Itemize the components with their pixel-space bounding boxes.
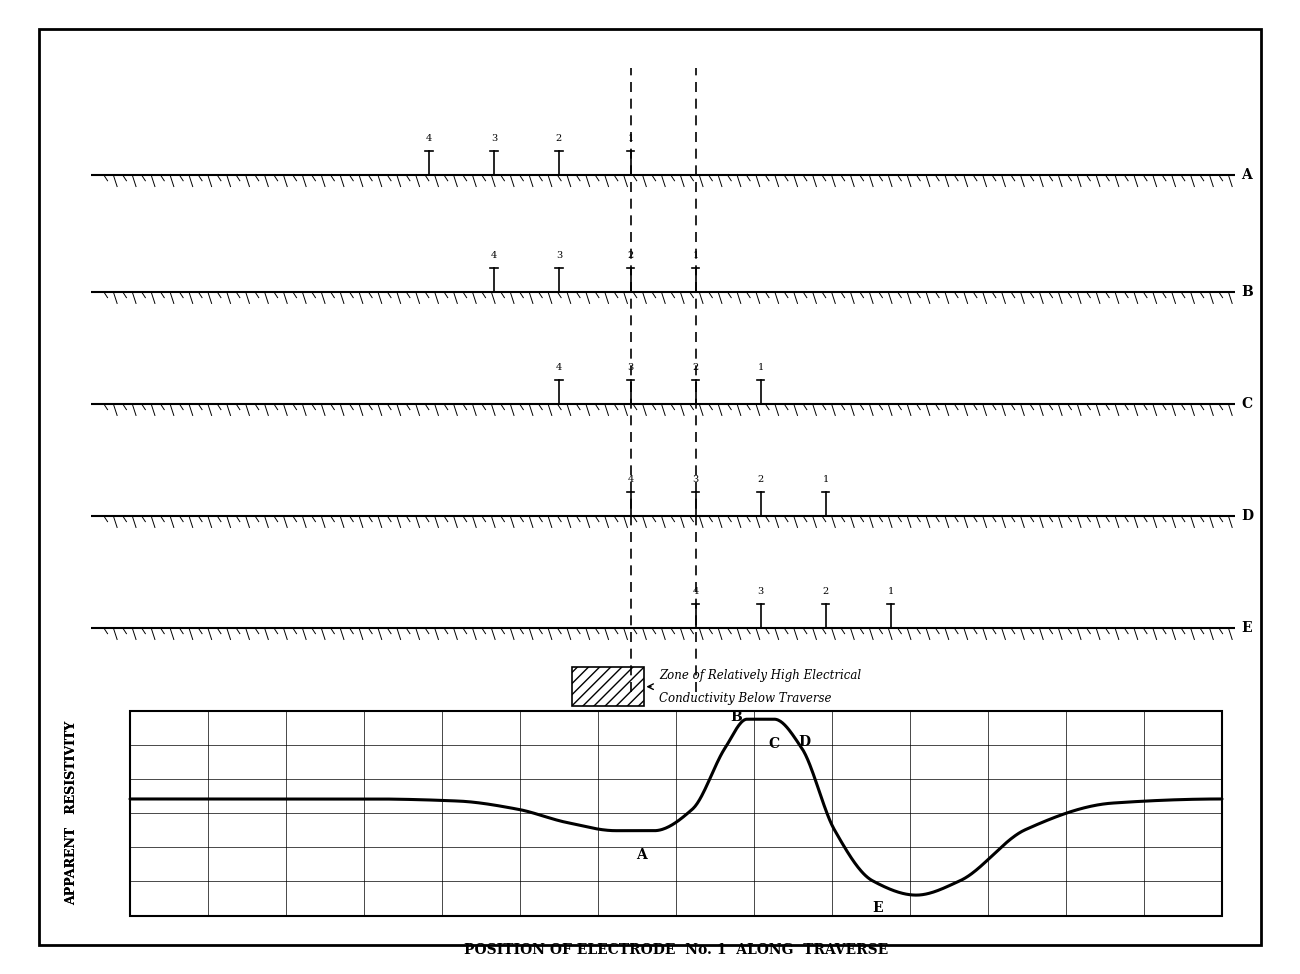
Text: C: C bbox=[768, 736, 780, 751]
Text: 1: 1 bbox=[758, 363, 763, 372]
Text: B: B bbox=[731, 710, 742, 725]
Bar bbox=[572, 667, 644, 706]
Text: A: A bbox=[1242, 169, 1252, 182]
Text: 2: 2 bbox=[628, 251, 633, 260]
Text: 2: 2 bbox=[758, 475, 763, 484]
Text: 3: 3 bbox=[491, 134, 497, 143]
Text: 4: 4 bbox=[628, 475, 633, 484]
Text: D: D bbox=[798, 734, 811, 749]
Text: 3: 3 bbox=[628, 363, 633, 372]
Text: 1: 1 bbox=[693, 251, 698, 260]
Text: Conductivity Below Traverse: Conductivity Below Traverse bbox=[659, 692, 832, 704]
Text: POSITION OF ELECTRODE  No. 1  ALONG  TRAVERSE: POSITION OF ELECTRODE No. 1 ALONG TRAVER… bbox=[464, 943, 888, 956]
Text: 3: 3 bbox=[758, 587, 763, 596]
Text: 2: 2 bbox=[693, 363, 698, 372]
Text: 3: 3 bbox=[693, 475, 698, 484]
Text: B: B bbox=[1242, 285, 1253, 299]
Text: D: D bbox=[1242, 509, 1253, 523]
Text: 1: 1 bbox=[823, 475, 828, 484]
Text: 4: 4 bbox=[693, 587, 698, 596]
Text: 3: 3 bbox=[556, 251, 562, 260]
FancyBboxPatch shape bbox=[39, 29, 1261, 945]
Text: 4: 4 bbox=[556, 363, 562, 372]
Text: A: A bbox=[636, 848, 646, 862]
Text: 1: 1 bbox=[628, 134, 633, 143]
Text: APPARENT   RESISTIVITY: APPARENT RESISTIVITY bbox=[65, 721, 78, 906]
Text: Zone of Relatively High Electrical: Zone of Relatively High Electrical bbox=[659, 669, 861, 682]
Text: E: E bbox=[872, 901, 883, 916]
Text: 1: 1 bbox=[888, 587, 893, 596]
Text: 2: 2 bbox=[823, 587, 828, 596]
Text: 4: 4 bbox=[426, 134, 432, 143]
Text: 2: 2 bbox=[556, 134, 562, 143]
Text: C: C bbox=[1242, 397, 1253, 411]
Bar bbox=[130, 711, 1222, 916]
Text: APPARENT   RESISTIVITY: APPARENT RESISTIVITY bbox=[65, 721, 78, 906]
Text: 4: 4 bbox=[491, 251, 497, 260]
Text: E: E bbox=[1242, 621, 1252, 635]
